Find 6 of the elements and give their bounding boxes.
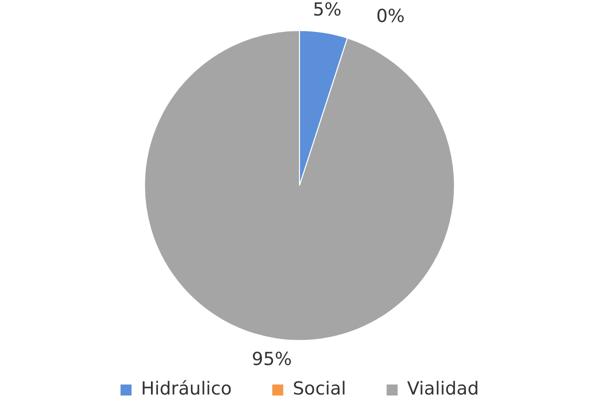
data-label: 5% xyxy=(312,0,342,20)
data-label: 95% xyxy=(252,348,292,370)
legend-label: Social xyxy=(292,378,346,400)
legend-label: Vialidad xyxy=(407,378,479,400)
legend-label: Hidráulico xyxy=(141,378,232,400)
text: 0% xyxy=(376,6,405,27)
